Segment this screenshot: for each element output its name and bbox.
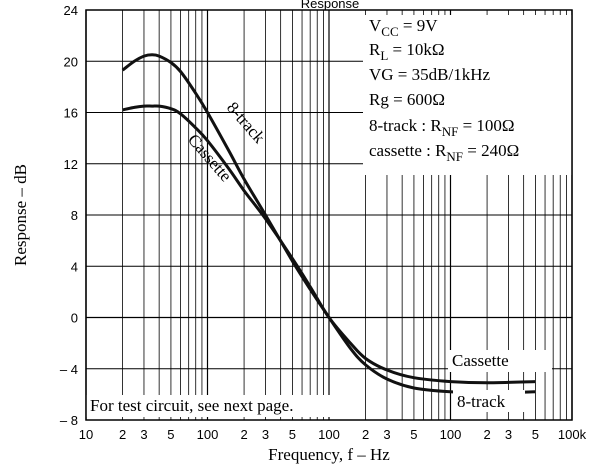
x-major-tick-label: 100 xyxy=(197,427,219,442)
y-tick-label: 0 xyxy=(71,311,78,326)
eight-track-upper-label: 8-track xyxy=(223,98,269,147)
cassette-lower-label: Cassette xyxy=(452,351,509,370)
x-major-tick-label: 100 xyxy=(440,427,462,442)
x-major-tick-label: 100 xyxy=(318,427,340,442)
x-minor-tick-label: 3 xyxy=(505,427,512,442)
x-minor-tick-label: 2 xyxy=(119,427,126,442)
x-major-tick-label: 10 xyxy=(79,427,93,442)
x-major-tick-label: 100k xyxy=(558,427,587,442)
condition-cassette-rnf: cassette : RNF = 240Ω xyxy=(369,141,519,164)
chart-title: Response xyxy=(301,0,360,11)
plot-frame xyxy=(85,9,573,421)
cassette-upper-label: Cassette xyxy=(184,130,236,185)
y-tick-label: 8 xyxy=(71,208,78,223)
conditions-box-bg xyxy=(363,15,572,175)
condition-rl: RL = 10kΩ xyxy=(369,40,445,63)
x-minor-tick-label: 3 xyxy=(383,427,390,442)
x-minor-tick-label: 5 xyxy=(410,427,417,442)
y-tick-label: – 4 xyxy=(60,362,78,377)
footnote: For test circuit, see next page. xyxy=(90,396,293,415)
x-minor-tick-label: 2 xyxy=(483,427,490,442)
x-minor-tick-label: 3 xyxy=(140,427,147,442)
curve-cassette xyxy=(122,104,536,385)
y-tick-labels: – 8 – 4 0 4 8 12 16 20 24 xyxy=(60,3,78,428)
x-minor-tick-label: 5 xyxy=(532,427,539,442)
footnote-bg xyxy=(86,395,348,417)
condition-vg: VG = 35dB/1kHz xyxy=(369,65,490,84)
y-tick-label: 24 xyxy=(64,3,78,18)
eight-track-lower-label-bg xyxy=(453,390,525,412)
x-minor-tick-label: 2 xyxy=(362,427,369,442)
x-minor-tick-label: 3 xyxy=(262,427,269,442)
condition-8track-rnf: 8-track : RNF = 100Ω xyxy=(369,116,515,139)
y-tick-label: – 8 xyxy=(60,413,78,428)
conditions-box: VCC = 9V RL = 10kΩ VG = 35dB/1kHz Rg = 6… xyxy=(369,16,519,164)
y-tick-label: 12 xyxy=(64,157,78,172)
curves xyxy=(121,53,536,395)
grid xyxy=(85,9,573,421)
y-tick-label: 20 xyxy=(64,54,78,69)
x-minor-tick-label: 5 xyxy=(167,427,174,442)
condition-rg: Rg = 600Ω xyxy=(369,90,445,109)
x-axis-label: Frequency, f – Hz xyxy=(268,445,390,464)
x-minor-tick-label: 2 xyxy=(240,427,247,442)
curve-8-track xyxy=(121,53,536,395)
condition-vcc: VCC = 9V xyxy=(369,16,438,39)
y-tick-label: 4 xyxy=(71,259,78,274)
x-minor-tick-label: 5 xyxy=(289,427,296,442)
y-axis-label: Response – dB xyxy=(11,164,30,266)
x-tick-labels: 2 3 5 2 3 5 2 3 5 2 3 510 100 100 100 100k xyxy=(79,427,587,442)
y-tick-label: 16 xyxy=(64,106,78,121)
eight-track-lower-label: 8-track xyxy=(457,392,506,411)
cassette-lower-label-bg xyxy=(448,350,552,372)
